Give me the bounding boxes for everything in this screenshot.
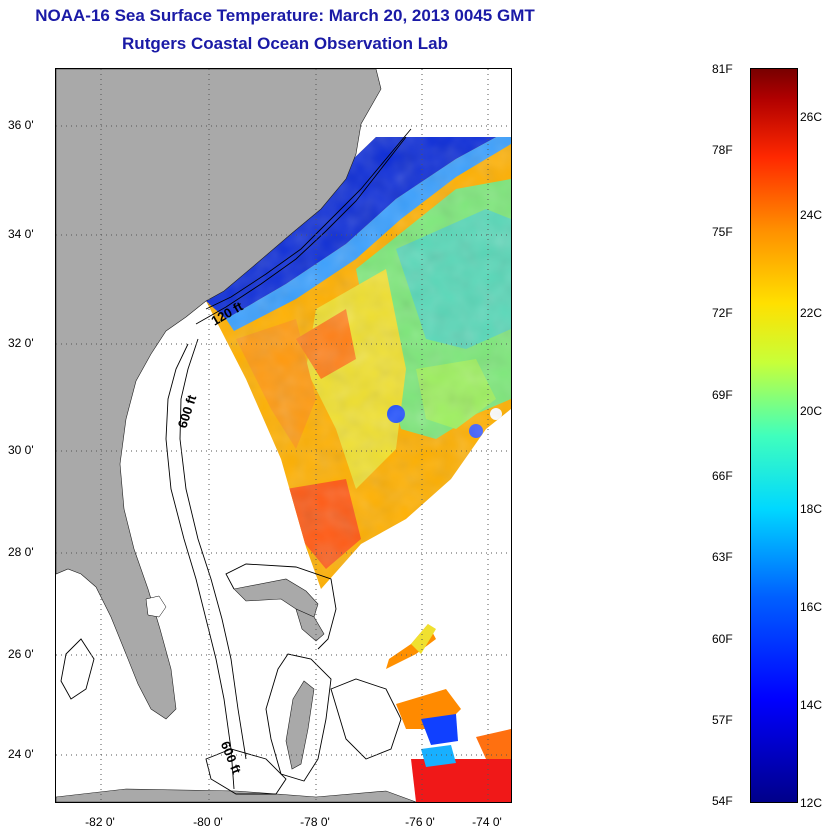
map-title: NOAA-16 Sea Surface Temperature: March 2… (35, 6, 535, 25)
colorbar-f-label: 54F (712, 794, 733, 808)
colorbar-c-label: 16C (800, 600, 823, 614)
sst-south-fragments (386, 624, 511, 802)
colorbar-f-label: 63F (712, 550, 733, 564)
colorbar-f-label: 66F (712, 469, 733, 483)
colorbar-c-label: 24C (800, 208, 823, 222)
colorbar-c-label: 20C (800, 404, 823, 418)
lon-tick-label: -74 0' (472, 815, 502, 829)
colorbar-f-label: 75F (712, 225, 733, 239)
lat-tick-label: 34 0' (8, 227, 34, 241)
colorbar-f-label: 60F (712, 632, 733, 646)
lon-tick-label: -78 0' (300, 815, 330, 829)
sst-map[interactable] (55, 68, 512, 803)
colorbar-c-label: 14C (800, 698, 823, 712)
colorbar-c-label: 12C (800, 796, 823, 810)
colorbar-f-label: 81F (712, 62, 733, 76)
lat-tick-label: 36 0' (8, 118, 34, 132)
lat-tick-label: 30 0' (8, 443, 34, 457)
colorbar-f-label: 72F (712, 306, 733, 320)
land-mass (56, 69, 417, 802)
colorbar-c-label: 22C (800, 306, 823, 320)
lake-okeechobee (145, 595, 167, 618)
colorbar-c-label: 18C (800, 502, 823, 516)
gridlines (56, 69, 511, 802)
lon-tick-label: -76 0' (405, 815, 435, 829)
lat-tick-label: 26 0' (8, 647, 34, 661)
lon-tick-label: -80 0' (193, 815, 223, 829)
colorbar-f-label: 57F (712, 713, 733, 727)
map-subtitle: Rutgers Coastal Ocean Observation Lab (122, 34, 448, 53)
temperature-colorbar (750, 68, 798, 803)
sst-map-canvas (56, 69, 511, 802)
lon-tick-label: -82 0' (85, 815, 115, 829)
colorbar-c-label: 26C (800, 110, 823, 124)
lat-tick-label: 28 0' (8, 545, 34, 559)
lat-tick-label: 24 0' (8, 747, 34, 761)
lat-tick-label: 32 0' (8, 336, 34, 350)
colorbar-f-label: 78F (712, 143, 733, 157)
colorbar-f-label: 69F (712, 388, 733, 402)
